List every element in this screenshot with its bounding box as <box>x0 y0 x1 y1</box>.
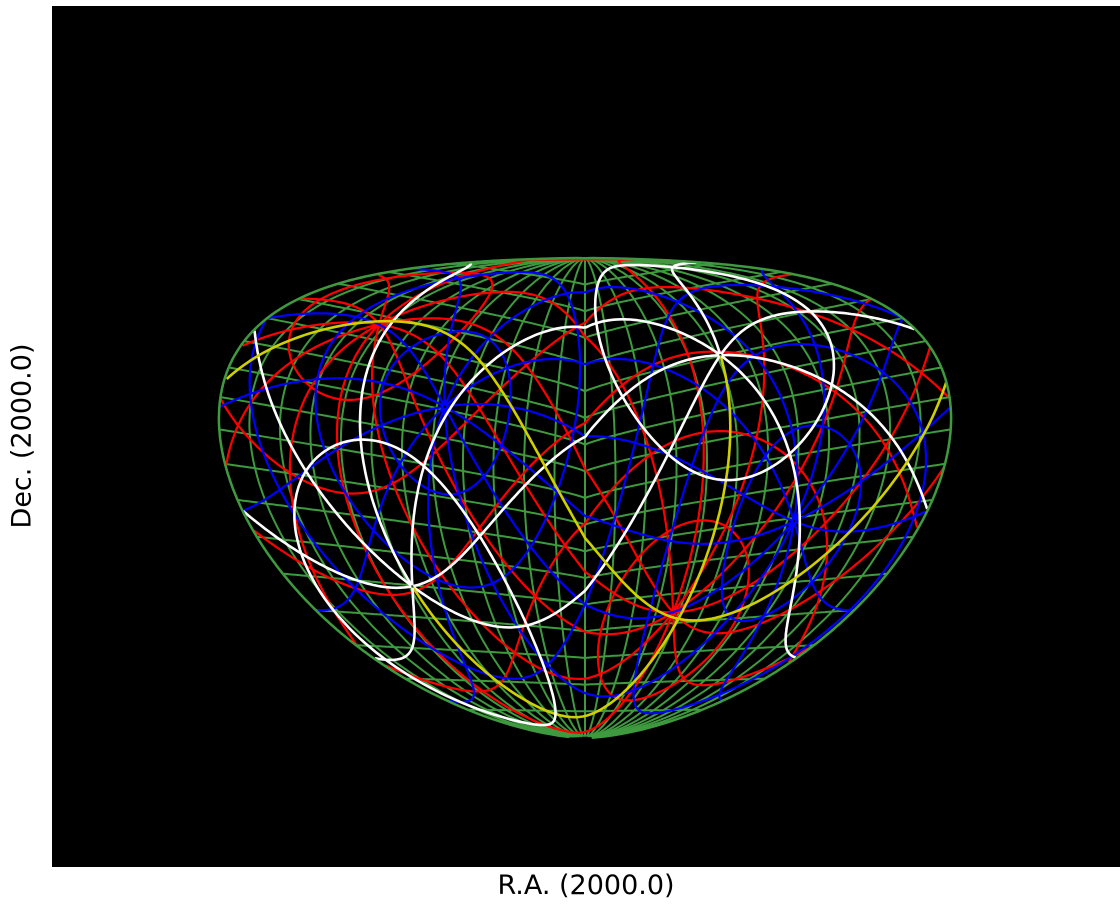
equatorial-grid-meridian-1 <box>248 257 569 738</box>
supergalactic-grid-parallel-83 <box>293 438 557 727</box>
equatorial-grid-parallel-36 <box>267 317 903 393</box>
supergalactic-grid-parallel-84 <box>225 319 948 622</box>
equatorial-grid-parallel-35 <box>243 340 927 420</box>
ecliptic-grid-parallel-53 <box>596 519 750 702</box>
galactic-grid-meridian-62 <box>316 406 854 612</box>
galactic-grid-parallel-73 <box>314 270 582 589</box>
galactic-grid-parallel-70 <box>720 424 863 623</box>
x-axis-label: R.A. (2000.0) <box>497 870 675 901</box>
y-axis-label: Dec. (2000.0) <box>6 343 38 529</box>
supergalactic-grid-meridian-75 <box>358 261 722 586</box>
equatorial-grid-parallel-24 <box>467 708 703 713</box>
equatorial-grid-meridian-20 <box>596 257 831 738</box>
ecliptic-grid-parallel-57 <box>287 271 494 401</box>
galactic-grid-meridian-61 <box>242 405 926 533</box>
supergalactic-grid-parallel-85 <box>593 263 836 482</box>
galactic-grid-parallel-71 <box>632 343 928 715</box>
equatorial-grid-parallel-33 <box>220 396 950 473</box>
supergalactic-grid-meridian-81 <box>242 353 929 590</box>
equatorial-grid-parallel-39 <box>388 271 782 313</box>
galactic-grid-parallel-72 <box>248 283 904 680</box>
galactic-grid-meridian-63 <box>427 407 795 704</box>
grid-lines <box>217 256 953 739</box>
equatorial-grid-parallel-30 <box>237 498 933 553</box>
supergalactic-grid-meridian-80 <box>374 354 802 662</box>
equatorial-grid-parallel-32 <box>219 428 951 500</box>
equatorial-grid-parallel-25 <box>405 677 765 686</box>
equatorial-grid-meridian-19 <box>595 257 800 738</box>
projection-outline <box>217 256 953 739</box>
ecliptic-grid-parallel-56 <box>219 285 949 495</box>
galactic-grid-parallel-74 <box>378 330 512 496</box>
supergalactic-grid-meridian-82 <box>253 310 915 587</box>
ecliptic-grid-meridian-41 <box>288 324 811 687</box>
equatorial-grid-parallel-34 <box>228 366 942 446</box>
